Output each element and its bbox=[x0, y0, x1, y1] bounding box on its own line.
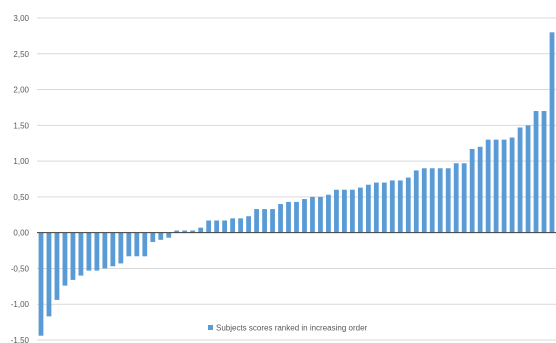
bar bbox=[118, 232, 124, 264]
bar bbox=[86, 232, 92, 271]
bar bbox=[381, 182, 387, 233]
bar bbox=[286, 201, 291, 233]
bars bbox=[38, 32, 555, 336]
bar bbox=[198, 227, 204, 233]
bar bbox=[206, 220, 212, 233]
bar bbox=[182, 230, 188, 233]
bar bbox=[342, 189, 347, 233]
bar bbox=[334, 189, 339, 233]
y-tick-label: 0,50 bbox=[13, 193, 29, 202]
bar bbox=[493, 139, 499, 233]
bar bbox=[230, 218, 236, 233]
bar bbox=[142, 232, 148, 257]
bar bbox=[46, 232, 52, 317]
bar bbox=[102, 232, 108, 269]
bar bbox=[373, 182, 379, 233]
bar bbox=[302, 199, 307, 233]
bar bbox=[533, 111, 539, 233]
bar bbox=[445, 168, 451, 233]
bar bbox=[150, 232, 156, 242]
bar bbox=[294, 201, 299, 233]
bar bbox=[413, 170, 419, 233]
bar bbox=[397, 180, 403, 233]
bar bbox=[429, 168, 435, 233]
legend-label: Subjects scores ranked in increasing ord… bbox=[216, 324, 368, 333]
bar bbox=[326, 194, 331, 233]
bar bbox=[70, 232, 76, 280]
bar bbox=[485, 139, 491, 233]
y-tick-label: 1,00 bbox=[13, 157, 29, 166]
bar bbox=[541, 111, 547, 233]
bar bbox=[357, 187, 363, 233]
bar bbox=[509, 137, 515, 233]
bar bbox=[222, 220, 228, 233]
y-tick-label: -1,00 bbox=[11, 300, 30, 309]
bar bbox=[254, 209, 259, 233]
bar bbox=[190, 230, 196, 233]
bar bbox=[405, 177, 411, 233]
bar bbox=[62, 232, 68, 286]
bar bbox=[389, 180, 395, 233]
bar bbox=[318, 196, 323, 233]
bar bbox=[110, 232, 116, 267]
y-axis-tick-labels: 3,00 2,50 2,00 1,50 1,00 0,50 0,00 -0,50 -1,00 -1… bbox=[11, 14, 30, 343]
y-tick-label: 3,00 bbox=[13, 14, 29, 23]
bar bbox=[477, 146, 483, 233]
bar bbox=[421, 168, 427, 233]
y-tick-label: 2,50 bbox=[13, 50, 29, 59]
bar bbox=[461, 163, 467, 233]
bar bbox=[262, 209, 267, 233]
bar bbox=[54, 232, 60, 300]
bar bbox=[214, 220, 220, 233]
bar bbox=[350, 189, 355, 233]
y-tick-label: 2,00 bbox=[13, 86, 29, 95]
y-tick-label: 1,50 bbox=[13, 121, 29, 130]
bar bbox=[437, 168, 443, 233]
bar bbox=[126, 232, 132, 257]
bar bbox=[166, 232, 172, 238]
bar bbox=[94, 232, 100, 271]
y-tick-label: -0,50 bbox=[11, 264, 30, 273]
bar bbox=[278, 204, 283, 233]
bar bbox=[174, 230, 180, 233]
bar bbox=[525, 125, 531, 233]
y-tick-label: 0,00 bbox=[13, 229, 29, 238]
bar bbox=[469, 148, 475, 233]
bar bbox=[38, 232, 44, 336]
bar bbox=[134, 232, 140, 257]
y-tick-label: -1,50 bbox=[11, 336, 30, 343]
bar bbox=[78, 232, 84, 276]
bar bbox=[246, 216, 251, 233]
bar bbox=[270, 209, 275, 233]
bar bbox=[549, 32, 555, 233]
bar bbox=[238, 218, 243, 233]
bar bbox=[501, 139, 507, 233]
bar bbox=[365, 184, 371, 233]
legend: Subjects scores ranked in increasing ord… bbox=[208, 324, 368, 333]
legend-swatch bbox=[208, 325, 213, 330]
bar bbox=[310, 196, 315, 233]
bar bbox=[517, 127, 523, 233]
bar bbox=[453, 163, 459, 233]
bar bbox=[158, 232, 164, 240]
